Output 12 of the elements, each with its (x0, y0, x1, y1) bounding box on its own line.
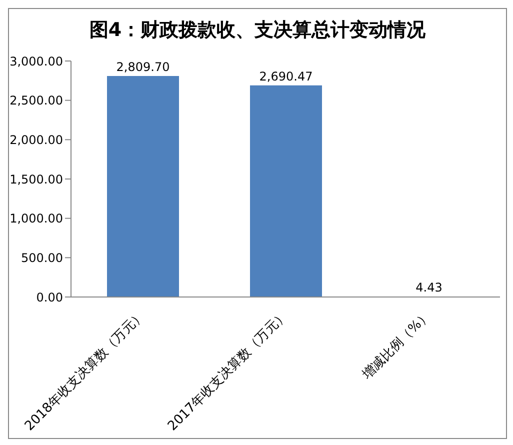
data-label: 2,690.47 (259, 69, 313, 84)
y-tick-label: 500.00 (21, 250, 63, 265)
x-tick-label: 增减比例（%） (358, 308, 434, 384)
y-tick-label: 2,000.00 (10, 132, 63, 147)
y-tick-label: 1,000.00 (10, 212, 63, 226)
y-tick-label: 2,500.00 (10, 94, 63, 108)
data-label: 4.43 (416, 280, 442, 295)
y-tick-label: 1,500.00 (10, 172, 63, 186)
data-label: 2,809.70 (116, 60, 170, 74)
y-tick-label: 0.00 (36, 290, 63, 304)
chart-title: 图4：财政拨款收、支决算总计变动情况 (88, 18, 427, 43)
y-tick-label: 3,000.00 (10, 54, 63, 68)
